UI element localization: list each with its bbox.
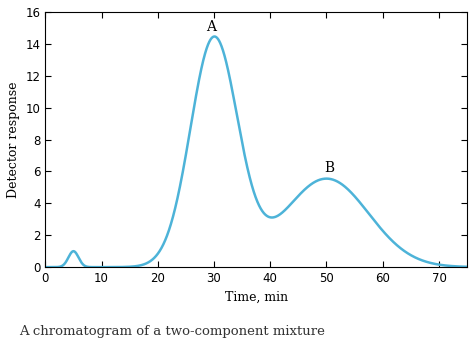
Text: A chromatogram of a two-component mixture: A chromatogram of a two-component mixtur… bbox=[19, 325, 325, 338]
Text: A: A bbox=[206, 20, 216, 34]
Y-axis label: Detector response: Detector response bbox=[7, 81, 20, 198]
X-axis label: Time, min: Time, min bbox=[225, 290, 288, 304]
Text: B: B bbox=[324, 161, 334, 175]
